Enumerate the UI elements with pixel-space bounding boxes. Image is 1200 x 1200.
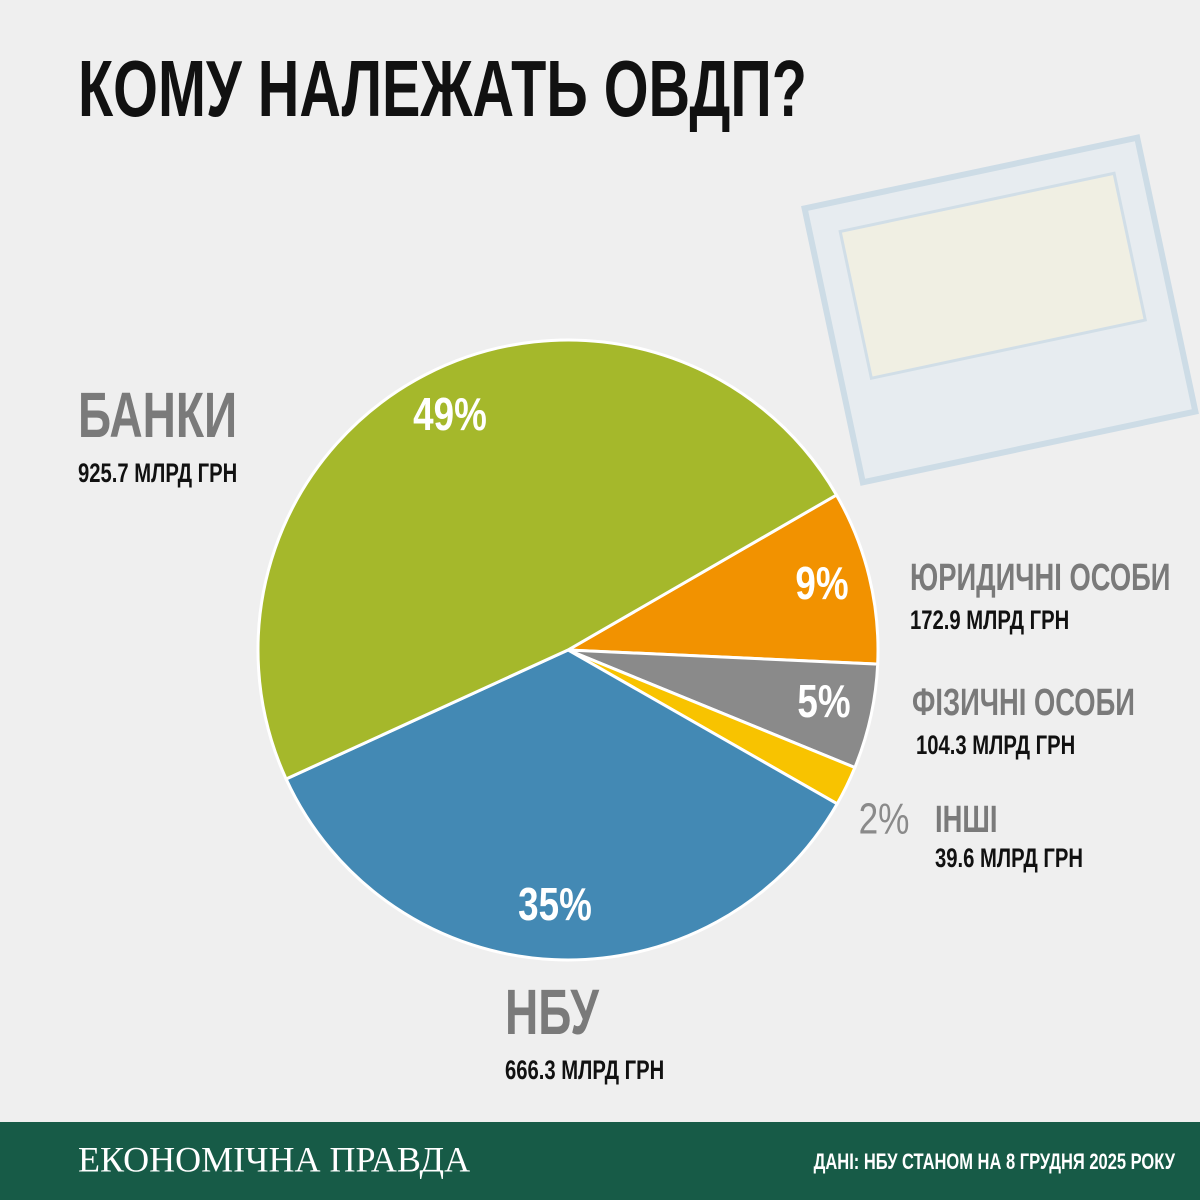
percent-label: 9%: [795, 557, 848, 609]
amount-label: 172.9 МЛРД ГРН: [910, 605, 1069, 636]
title: КОМУ НАЛЕЖАТЬ ОВДП?: [78, 44, 807, 134]
percent-label: 5%: [797, 675, 850, 727]
certificate-photo: [801, 134, 1199, 486]
amount-label: 925.7 МЛРД ГРН: [78, 458, 237, 489]
amount-label: 104.3 МЛРД ГРН: [916, 730, 1075, 761]
source: ДАНІ: НБУ СТАНОМ НА 8 ГРУДНЯ 2025 РОКУ: [814, 1150, 1176, 1175]
category-label: НБУ: [505, 977, 600, 1048]
pie-slice: [562, 492, 880, 666]
pie: [256, 338, 880, 962]
percent-label: 49%: [413, 388, 487, 440]
pie-slice: [284, 648, 840, 962]
category-label: БАНКИ: [78, 380, 237, 451]
pie-slice: [256, 338, 839, 781]
category-label: ІНШІ: [935, 799, 997, 841]
percent-label: 35%: [518, 878, 592, 930]
brand: ЕКОНОМІЧНА ПРАВДА: [78, 1139, 470, 1179]
amount-label: 666.3 МЛРД ГРН: [505, 1055, 664, 1086]
category-label: ФІЗИЧНІ ОСОБИ: [912, 682, 1135, 724]
footer: [0, 1122, 1200, 1200]
category-label: ЮРИДИЧНІ ОСОБИ: [910, 557, 1170, 599]
amount-label: 39.6 МЛРД ГРН: [935, 843, 1083, 874]
percent-label: 2%: [859, 795, 910, 844]
